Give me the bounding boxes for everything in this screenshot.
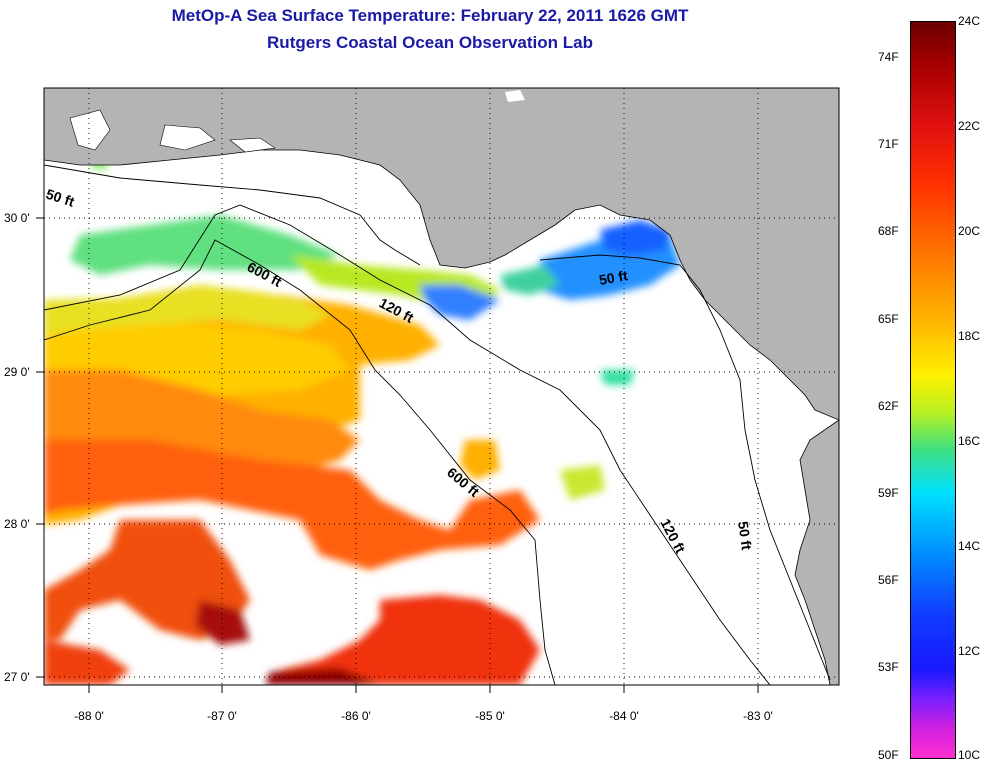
map-subtitle: Rutgers Coastal Ocean Observation Lab xyxy=(267,33,593,52)
map-title: MetOp-A Sea Surface Temperature: Februar… xyxy=(171,6,689,25)
colorbar-c-label: 12C xyxy=(958,644,981,658)
temperature-colorbar xyxy=(910,21,956,759)
colorbar-c-label: 24C xyxy=(958,14,981,28)
tick-marks xyxy=(36,217,759,693)
contour-label: 50 ft xyxy=(735,520,755,551)
colorbar-f-label: 71F xyxy=(878,137,899,151)
x-tick-label: -85 0' xyxy=(475,709,505,723)
colorbar-c-label: 14C xyxy=(958,539,981,553)
land-lake-okeechobee xyxy=(505,90,525,102)
x-tick-label: -84 0' xyxy=(609,709,639,723)
colorbar-c-label: 10C xyxy=(958,748,981,762)
x-tick-label: -88 0' xyxy=(74,709,104,723)
land-east-peninsula xyxy=(794,419,839,685)
colorbar-c-label: 18C xyxy=(958,329,981,343)
y-tick-label: 30 0' xyxy=(4,211,30,225)
colorbar-f-label: 53F xyxy=(878,660,899,674)
contour-label: 50 ft xyxy=(598,267,629,288)
x-tick-label: -87 0' xyxy=(207,709,237,723)
y-tick-label: 29 0' xyxy=(4,365,30,379)
map-frame xyxy=(43,87,840,686)
colorbar-f-label: 50F xyxy=(878,748,899,762)
colorbar-f-label: 59F xyxy=(878,486,899,500)
colorbar-f-label: 65F xyxy=(878,312,899,326)
x-tick-label: -86 0' xyxy=(341,709,371,723)
colorbar-c-label: 20C xyxy=(958,224,981,238)
sst-field xyxy=(44,155,680,685)
colorbar-f-label: 74F xyxy=(878,50,899,64)
x-tick-label: -83 0' xyxy=(743,709,773,723)
colorbar-c-label: 16C xyxy=(958,434,981,448)
land-west-bays xyxy=(69,109,276,153)
y-tick-label: 28 0' xyxy=(4,517,30,531)
colorbar-c-label: 22C xyxy=(958,119,981,133)
colorbar-f-label: 56F xyxy=(878,573,899,587)
isobath-contours xyxy=(44,164,831,685)
colorbar-f-label: 68F xyxy=(878,224,899,238)
colorbar-f-label: 62F xyxy=(878,399,899,413)
y-tick-label: 27 0' xyxy=(4,670,30,684)
